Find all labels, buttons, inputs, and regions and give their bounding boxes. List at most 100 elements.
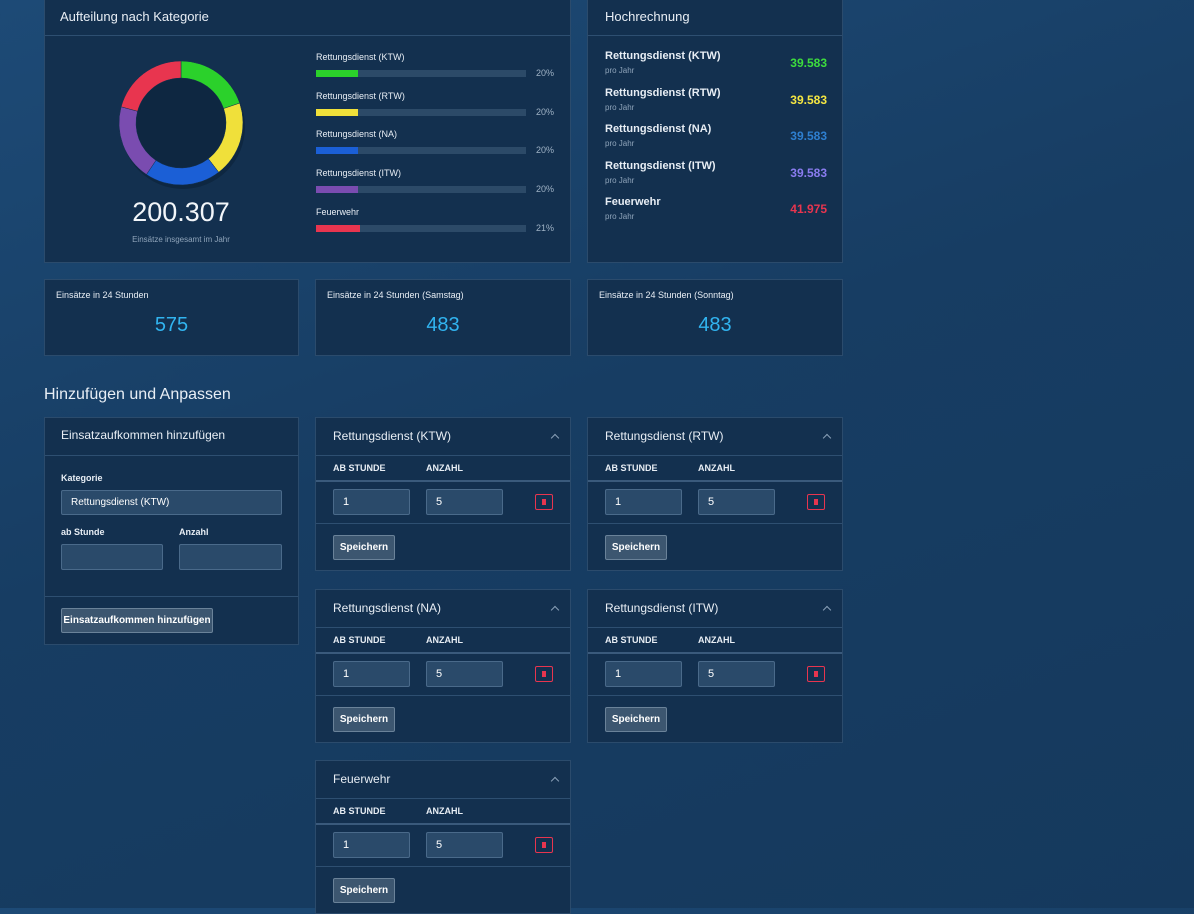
divider bbox=[316, 627, 570, 628]
save-button[interactable]: Speichern bbox=[605, 535, 667, 560]
divider bbox=[588, 652, 842, 654]
column-header: ANZAHL bbox=[426, 463, 463, 473]
delete-button[interactable] bbox=[535, 666, 553, 682]
delete-button[interactable] bbox=[807, 494, 825, 510]
delete-button[interactable] bbox=[807, 666, 825, 682]
collapse-toggle[interactable] bbox=[822, 605, 832, 615]
projection-panel: Hochrechnung Rettungsdienst (KTW) pro Jahr… bbox=[587, 0, 843, 263]
projection-name: Rettungsdienst (NA) bbox=[605, 123, 712, 135]
projection-name: Rettungsdienst (KTW) bbox=[605, 50, 721, 62]
add-form-panel: Einsatzaufkommen hinzufügen Kategorie Rett… bbox=[44, 417, 299, 645]
column-header: ANZAHL bbox=[426, 635, 463, 645]
collapse-toggle[interactable] bbox=[550, 776, 560, 786]
progress-fill bbox=[316, 186, 358, 194]
field-label: Kategorie bbox=[61, 473, 103, 483]
progress-track bbox=[316, 186, 526, 194]
stat-card: Einsätze in 24 Stunden (Sonntag) 483 bbox=[587, 279, 843, 356]
delete-button[interactable] bbox=[535, 837, 553, 853]
card-title: Rettungsdienst (ITW) bbox=[605, 601, 719, 615]
projection-sub: pro Jahr bbox=[605, 175, 635, 185]
panel-title: Hochrechnung bbox=[605, 9, 690, 24]
progress-track bbox=[316, 147, 526, 155]
stat-card: Einsätze in 24 Stunden (Samstag) 483 bbox=[315, 279, 571, 356]
column-header: AB STUNDE bbox=[605, 463, 658, 473]
panel-title: Aufteilung nach Kategorie bbox=[60, 9, 209, 24]
category-card: Rettungsdienst (NA) AB STUNDE ANZAHL 1 5 Spei… bbox=[315, 589, 571, 743]
total-caption: Einsätze insgesamt im Jahr bbox=[132, 235, 230, 244]
category-percent: 21% bbox=[536, 222, 555, 233]
add-button[interactable]: Einsatzaufkommen hinzufügen bbox=[61, 608, 213, 633]
column-header: AB STUNDE bbox=[333, 806, 386, 816]
count-input[interactable]: 5 bbox=[426, 489, 503, 515]
category-select[interactable]: Rettungsdienst (KTW) bbox=[61, 490, 282, 515]
divider bbox=[316, 695, 570, 696]
stat-label: Einsätze in 24 Stunden (Samstag) bbox=[327, 290, 464, 300]
count-input[interactable]: 5 bbox=[426, 832, 503, 858]
progress-fill bbox=[316, 224, 361, 232]
count-input[interactable]: 5 bbox=[698, 489, 775, 515]
projection-name: Rettungsdienst (ITW) bbox=[605, 159, 716, 172]
divider bbox=[588, 523, 842, 524]
stat-label: Einsätze in 24 Stunden (Sonntag) bbox=[599, 290, 734, 300]
category-panel: Aufteilung nach Kategorie 200.307 Einsätze… bbox=[44, 0, 571, 263]
hour-input[interactable]: 1 bbox=[333, 832, 410, 858]
hour-input[interactable]: 1 bbox=[333, 489, 410, 515]
divider bbox=[588, 455, 842, 456]
projection-sub: pro Jahr bbox=[605, 66, 635, 75]
delete-button[interactable] bbox=[535, 494, 553, 510]
divider bbox=[316, 480, 570, 482]
category-name: Rettungsdienst (NA) bbox=[316, 129, 398, 140]
collapse-toggle[interactable] bbox=[550, 605, 560, 615]
column-header: AB STUNDE bbox=[333, 463, 386, 473]
progress-fill bbox=[316, 147, 358, 155]
divider bbox=[45, 35, 570, 36]
hour-input[interactable] bbox=[61, 544, 163, 570]
divider bbox=[316, 866, 570, 867]
category-card: Rettungsdienst (ITW) AB STUNDE ANZAHL 1 5 Spe… bbox=[587, 589, 843, 743]
category-percent: 20% bbox=[536, 106, 555, 117]
collapse-toggle[interactable] bbox=[550, 433, 560, 443]
hour-input[interactable]: 1 bbox=[333, 661, 410, 687]
projection-value: 39.583 bbox=[790, 165, 827, 180]
stat-value: 575 bbox=[154, 314, 189, 336]
divider bbox=[588, 480, 842, 482]
save-button[interactable]: Speichern bbox=[605, 707, 667, 732]
projection-value: 39.583 bbox=[790, 92, 827, 107]
category-percent: 20% bbox=[536, 68, 555, 78]
category-name: Rettungsdienst (KTW) bbox=[316, 52, 405, 62]
hour-input[interactable]: 1 bbox=[605, 489, 682, 515]
panel-title: Einsatzaufkommen hinzufügen bbox=[61, 428, 226, 442]
divider bbox=[588, 627, 842, 628]
projection-sub: pro Jahr bbox=[605, 139, 635, 148]
count-input[interactable]: 5 bbox=[698, 661, 775, 687]
progress-track bbox=[316, 70, 526, 77]
hour-input[interactable]: 1 bbox=[605, 661, 682, 687]
field-label: Anzahl bbox=[179, 527, 209, 537]
count-input[interactable] bbox=[179, 544, 282, 570]
column-header: ANZAHL bbox=[698, 635, 735, 645]
progress-fill bbox=[316, 108, 358, 116]
divider bbox=[316, 652, 570, 654]
column-header: ANZAHL bbox=[698, 463, 735, 473]
count-input[interactable]: 5 bbox=[426, 661, 503, 687]
card-title: Rettungsdienst (RTW) bbox=[605, 429, 724, 443]
category-percent: 20% bbox=[536, 145, 555, 156]
category-name: Feuerwehr bbox=[316, 206, 360, 217]
projection-name: Feuerwehr bbox=[605, 196, 661, 208]
divider bbox=[45, 596, 298, 597]
category-name: Rettungsdienst (RTW) bbox=[316, 90, 405, 101]
projection-name: Rettungsdienst (RTW) bbox=[605, 86, 721, 99]
column-header: AB STUNDE bbox=[333, 635, 386, 645]
divider bbox=[588, 35, 842, 36]
collapse-toggle[interactable] bbox=[822, 433, 832, 443]
column-header: AB STUNDE bbox=[605, 635, 658, 645]
total-value: 200.307 bbox=[132, 197, 230, 227]
stat-value: 483 bbox=[426, 314, 460, 336]
category-card: Rettungsdienst (KTW) AB STUNDE ANZAHL 1 5 Spe… bbox=[315, 417, 571, 571]
save-button[interactable]: Speichern bbox=[333, 707, 395, 732]
save-button[interactable]: Speichern bbox=[333, 535, 395, 560]
save-button[interactable]: Speichern bbox=[333, 878, 395, 903]
category-name: Rettungsdienst (ITW) bbox=[316, 168, 402, 179]
